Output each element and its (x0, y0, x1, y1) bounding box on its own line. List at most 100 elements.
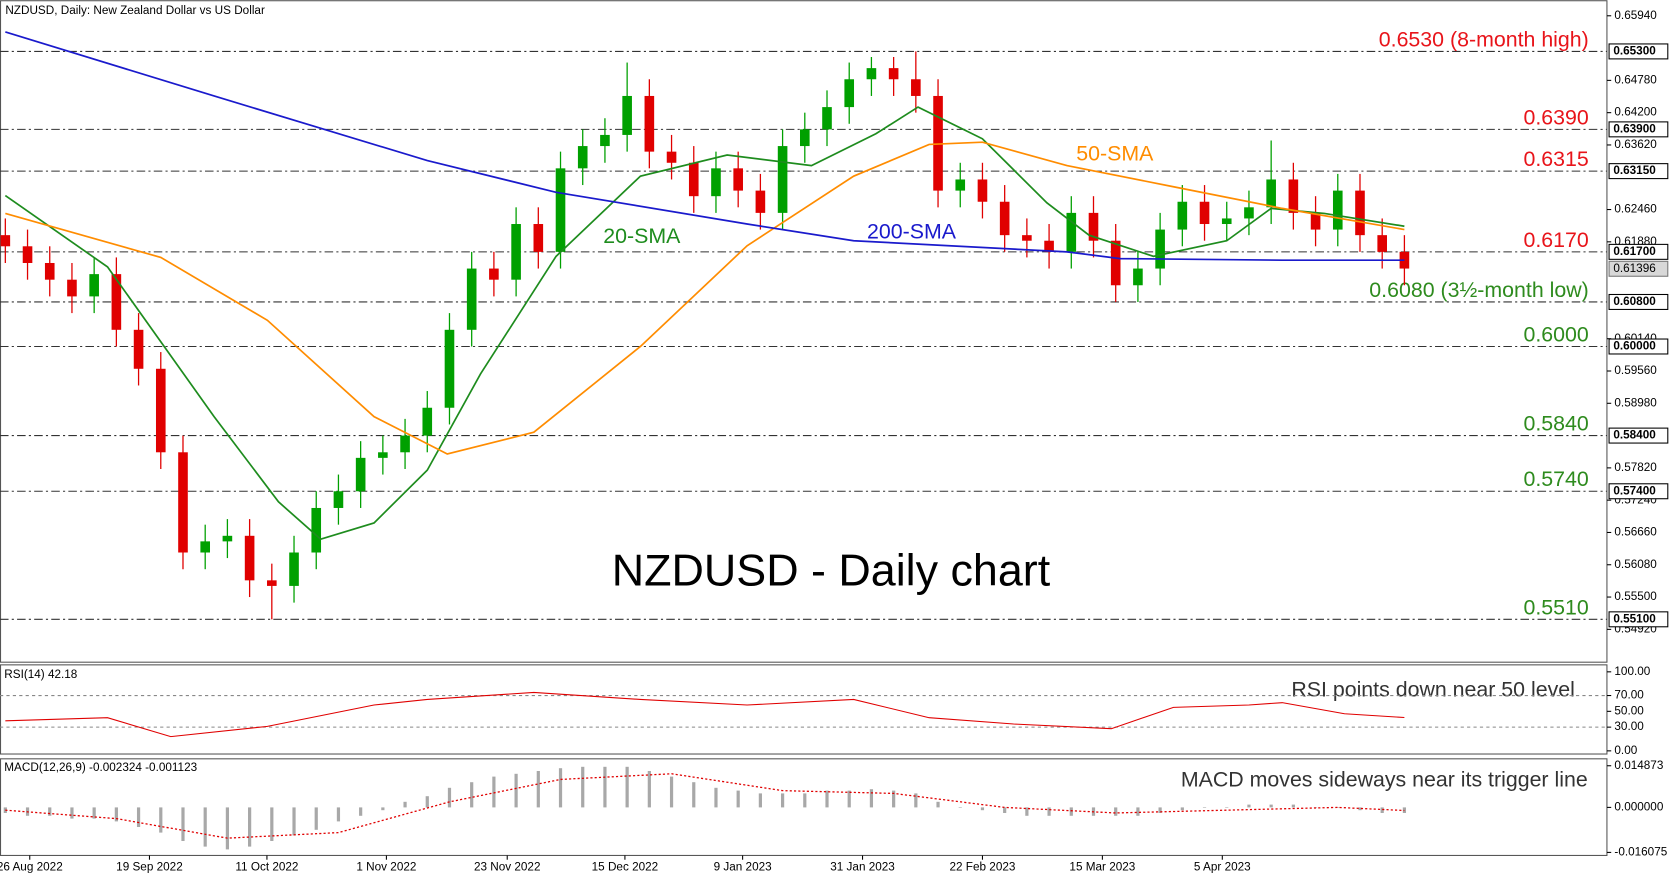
signal-line (5, 773, 1405, 839)
candle-body (1332, 190, 1343, 230)
candle-body (888, 68, 899, 80)
macd-bar (1291, 804, 1295, 808)
level-note: 0.5840 (1523, 412, 1588, 436)
macd-bar (136, 807, 141, 828)
candle-body (799, 129, 810, 147)
macd-bar (603, 766, 607, 808)
candle-body (67, 279, 77, 297)
macd-bar (1358, 807, 1362, 811)
y-tick-label: 50.00 (1614, 704, 1644, 717)
level-label: 0.63900 (1613, 122, 1656, 135)
level-note: 0.6000 (1523, 322, 1588, 346)
level-label-box (1608, 293, 1669, 310)
level-note: 0.6530 (8-month high) (1379, 27, 1589, 51)
macd-bar (1269, 804, 1273, 808)
macd-bar (758, 793, 762, 808)
candle-body (1177, 201, 1188, 230)
candle-body (0, 235, 11, 247)
macd-bar (1380, 807, 1384, 813)
macd-bar (936, 801, 940, 808)
macd-bar (92, 807, 96, 819)
last-price-label: 0.61396 (1613, 262, 1656, 275)
candle-body (711, 168, 721, 197)
macd-bar (1402, 807, 1407, 813)
macd-bar (1180, 807, 1184, 811)
macd-bar (181, 807, 185, 842)
macd-bar (1225, 807, 1229, 808)
macd-bar (203, 807, 207, 847)
candle-body (666, 151, 677, 163)
macd-bar (292, 807, 296, 836)
candle-body (866, 68, 877, 80)
sma-label: 50-SMA (1076, 142, 1154, 166)
level-label-box (1608, 43, 1669, 60)
candle-body (1133, 268, 1143, 286)
candle-body (1044, 240, 1054, 252)
candle-body (1288, 179, 1299, 213)
candle-body (577, 146, 588, 169)
macd-bar (1047, 807, 1051, 816)
macd-bar (159, 807, 163, 833)
rsi-line (5, 691, 1405, 738)
candle-body (1022, 235, 1032, 241)
x-tick-label: 15 Dec 2022 (592, 860, 659, 873)
sma-line (4, 106, 1405, 541)
macd-bar (48, 807, 52, 816)
macd-bar (248, 807, 252, 847)
macd-bar (270, 807, 274, 842)
macd-bar (536, 770, 540, 808)
macd-bar (1247, 804, 1251, 808)
level-label: 0.60800 (1613, 295, 1656, 308)
level-note: 0.6315 (1523, 147, 1588, 171)
level-note: 0.5510 (1523, 595, 1588, 619)
level-label: 0.61700 (1613, 245, 1656, 258)
macd-bar (825, 790, 829, 808)
y-tick-label: 0.64200 (1614, 106, 1657, 119)
macd-bar (470, 782, 474, 808)
macd-bar (514, 773, 518, 808)
x-tick-label: 26 Aug 2022 (0, 860, 63, 873)
candle-body (222, 535, 233, 542)
level-label: 0.65300 (1613, 45, 1656, 58)
chart-title: NZDUSD - Daily chart (612, 544, 1051, 595)
y-tick-label: 0.63620 (1614, 138, 1657, 151)
rsi-annotation: RSI points down near 50 level (1291, 678, 1575, 702)
candle-body (555, 168, 566, 252)
x-tick-label: 22 Feb 2023 (950, 860, 1016, 873)
candle-body (777, 146, 788, 213)
macd-bar (425, 796, 429, 808)
candle-body (200, 541, 211, 553)
macd-header: MACD(12,26,9) -0.002324 -0.001123 (4, 761, 197, 774)
candle-body (755, 190, 766, 213)
candle-body (977, 179, 988, 202)
y-tick-label: -0.016075 (1614, 846, 1667, 859)
y-tick-label: 0.55500 (1614, 590, 1657, 603)
candle-body (355, 457, 366, 492)
macd-bar (381, 807, 385, 811)
macd-bar (647, 770, 651, 808)
x-tick-label: 1 Nov 2022 (356, 860, 416, 873)
y-tick-label: 0.56660 (1614, 526, 1657, 539)
candle-body (178, 452, 188, 553)
macd-bar (403, 801, 407, 808)
macd-bar (447, 787, 452, 808)
candle-body (1244, 207, 1254, 219)
y-tick-label: 0.014873 (1614, 759, 1663, 772)
sma-line (5, 141, 1405, 455)
macd-bar (1202, 807, 1207, 808)
candle-body (999, 201, 1010, 236)
candle-body (1155, 229, 1165, 269)
macd-bar (847, 790, 851, 808)
candle-body (1110, 240, 1121, 286)
level-note: 0.6080 (3½-month low) (1369, 278, 1588, 302)
macd-bar (803, 793, 807, 808)
y-tick-label: 0.59560 (1614, 364, 1657, 377)
candle-body (822, 107, 832, 130)
macd-bar (1158, 807, 1162, 813)
candle-body (155, 368, 166, 453)
level-label: 0.63150 (1613, 164, 1656, 177)
macd-bar (1003, 807, 1007, 813)
y-tick-label: 100.00 (1614, 665, 1650, 678)
level-label-box (1608, 483, 1669, 500)
x-tick-label: 31 Jan 2023 (830, 860, 895, 873)
